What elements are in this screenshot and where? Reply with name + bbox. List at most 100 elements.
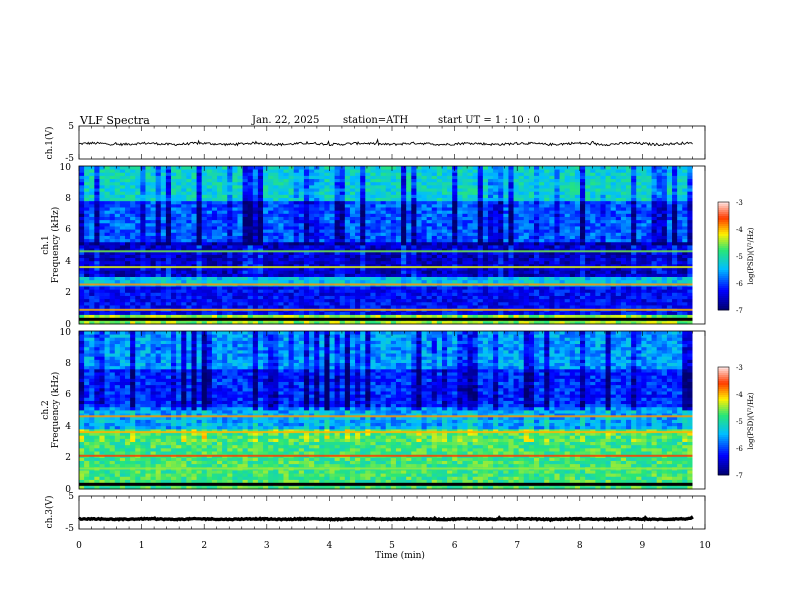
- spectrogram-cell: [513, 311, 520, 315]
- spectrogram-cell: [493, 276, 499, 281]
- spectrogram-cell: [324, 166, 330, 170]
- spectrogram-cell: [380, 279, 387, 284]
- spectrogram-cell: [232, 254, 238, 259]
- spectrogram-cell: [119, 226, 126, 230]
- spectrogram-cell: [268, 203, 274, 208]
- spectrogram-cell: [232, 194, 238, 198]
- spectrogram-cell: [268, 273, 274, 277]
- spectrogram-cell: [549, 166, 555, 170]
- spectrogram-cell: [150, 245, 157, 249]
- spectrogram-cell: [559, 289, 566, 293]
- spectrogram-cell: [114, 251, 121, 255]
- spectrogram-cell: [140, 203, 146, 208]
- spectrogram-cell: [452, 166, 458, 170]
- spectrogram-cell: [99, 279, 105, 284]
- spectrogram-cell: [135, 254, 141, 259]
- spectrogram-cell: [395, 197, 402, 202]
- spectrogram-cell: [457, 298, 463, 303]
- spectrogram-cell: [104, 260, 111, 265]
- spectrogram-cell: [171, 197, 177, 202]
- spectrogram-cell: [140, 286, 146, 290]
- spectrogram-cell: [426, 232, 433, 236]
- spectrogram-cell: [201, 276, 208, 281]
- spectrogram-cell: [462, 213, 468, 217]
- spectrogram-cell: [79, 166, 85, 170]
- spectrogram-cell: [89, 172, 95, 176]
- spectrogram-cell: [237, 188, 243, 192]
- spectrogram-cell: [201, 270, 208, 274]
- spectrogram-cell: [135, 229, 141, 233]
- spectrogram-cell: [329, 301, 336, 306]
- spectrogram-cell: [360, 245, 366, 249]
- spectrogram-cell: [380, 320, 387, 325]
- spectrogram-cell: [303, 267, 310, 271]
- spectrogram-cell: [416, 207, 422, 211]
- spectrogram-cell: [283, 172, 289, 176]
- spectrogram-cell: [324, 260, 330, 265]
- spectrogram-cell: [237, 184, 243, 189]
- spectrogram-cell: [498, 314, 504, 319]
- spectrogram-cell: [406, 314, 412, 319]
- spectrogram-cell: [472, 203, 479, 208]
- spectrogram-cell: [431, 286, 438, 290]
- spectrogram-cell: [114, 219, 121, 224]
- spectrogram-cell: [498, 298, 504, 303]
- spectrogram-cell: [447, 235, 453, 240]
- spectrogram-cell: [319, 222, 325, 227]
- spectrogram-cell: [334, 289, 341, 293]
- spectrogram-cell: [278, 200, 284, 205]
- spectrogram-cell: [252, 235, 259, 240]
- spectrogram-cell: [119, 229, 126, 233]
- spectrogram-cell: [534, 229, 540, 233]
- spectrogram-cell: [544, 292, 550, 296]
- spectrogram-cell: [355, 200, 361, 205]
- spectrogram-cell: [181, 270, 187, 274]
- spectrogram-cell: [503, 257, 509, 262]
- spectrogram-cell: [94, 311, 100, 315]
- spectrogram-cell: [186, 194, 192, 198]
- spectrogram-cell: [360, 184, 366, 189]
- spectrogram-cell: [431, 238, 438, 243]
- spectrogram-cell: [135, 273, 141, 277]
- spectrogram-cell: [298, 172, 305, 176]
- spectrogram-cell: [125, 295, 131, 300]
- spectrogram-cell: [349, 273, 356, 277]
- spectrogram-cell: [569, 248, 576, 252]
- spectrogram-cell: [206, 213, 213, 217]
- spectrogram-cell: [564, 251, 571, 255]
- spectrogram-cell: [319, 232, 325, 236]
- spectrogram-cell: [273, 267, 279, 271]
- spectrogram-cell: [385, 292, 392, 296]
- spectrogram-cell: [242, 213, 249, 217]
- spectrogram-cell: [186, 311, 192, 315]
- spectrogram-cell: [365, 216, 371, 221]
- spectrogram-cell: [268, 286, 274, 290]
- spectrogram-cell: [411, 320, 417, 325]
- spectrogram-cell: [528, 263, 535, 268]
- spectrogram-cell: [206, 270, 213, 274]
- spectrogram-cell: [370, 194, 376, 198]
- spectrogram-cell: [360, 222, 366, 227]
- spectrogram-cell: [528, 254, 535, 259]
- spectrogram-cell: [171, 305, 177, 309]
- spectrogram-cell: [140, 298, 146, 303]
- spectrogram-cell: [186, 270, 192, 274]
- spectrogram-cell: [273, 222, 279, 227]
- spectrogram-cell: [349, 289, 356, 293]
- spectrogram-cell: [257, 251, 264, 255]
- spectrogram-cell: [273, 216, 279, 221]
- spectrogram-cell: [344, 169, 351, 173]
- spectrogram-cell: [283, 305, 289, 309]
- spectrogram-cell: [263, 273, 269, 277]
- spectrogram-cell: [114, 188, 121, 192]
- spectrogram-cell: [503, 241, 509, 246]
- spectrogram-cell: [176, 172, 182, 176]
- spectrogram-cell: [104, 241, 111, 246]
- spectrogram-cell: [523, 254, 530, 259]
- spectrogram-cell: [79, 207, 85, 211]
- spectrogram-cell: [268, 188, 274, 192]
- spectrogram-cell: [365, 226, 371, 230]
- spectrogram-cell: [145, 200, 151, 205]
- spectrogram-cell: [503, 305, 509, 309]
- spectrogram-cell: [155, 320, 162, 325]
